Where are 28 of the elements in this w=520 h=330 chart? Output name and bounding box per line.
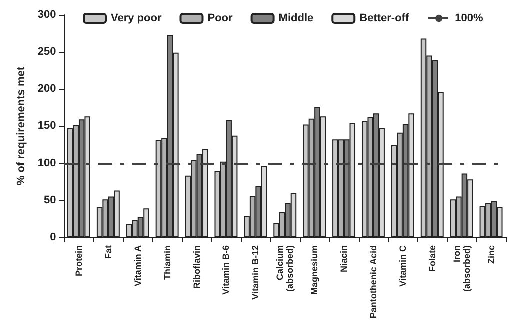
x-tick-label: Zinc (486, 245, 496, 264)
x-tick-label: Thiamin (162, 245, 172, 280)
x-tick-label: Vitamin A (132, 245, 143, 287)
x-tick-label: Vitamin B-12 (250, 245, 261, 300)
x-tick-label: Fat (103, 245, 114, 259)
y-tick-label: 300 (38, 9, 56, 21)
x-tick-label: Riboflavin (192, 245, 202, 290)
legend-label: Poor (208, 12, 234, 24)
x-tick-label: Folate (427, 245, 438, 272)
x-tick-label: Magnesium (310, 245, 320, 296)
x-tick-label: Pantothenic Acid (368, 245, 378, 319)
legend-label: Better-off (360, 12, 410, 24)
legend-label: Very poor (111, 12, 162, 24)
x-tick-label: Niacin (339, 245, 350, 273)
x-tick-label: Protein (74, 245, 84, 277)
x-tick-label: Iron (absorbed) (452, 245, 472, 292)
y-tick-label: 50 (44, 194, 56, 206)
legend-label: Middle (278, 12, 314, 24)
y-tick-label: 100 (38, 157, 56, 170)
x-tick-label: Vitamin B-6 (221, 245, 232, 295)
y-tick-label: 250 (38, 46, 56, 58)
y-tick-label: 200 (38, 83, 56, 96)
legend-label: 100% (455, 12, 484, 24)
y-axis-title: % of requirements met (16, 66, 28, 186)
x-tick-label: Calcium (absorbed) (275, 245, 296, 292)
x-tick-label: Vitamin C (398, 244, 408, 287)
y-tick-label: 150 (38, 120, 56, 132)
y-tick-label: 0 (50, 231, 56, 244)
